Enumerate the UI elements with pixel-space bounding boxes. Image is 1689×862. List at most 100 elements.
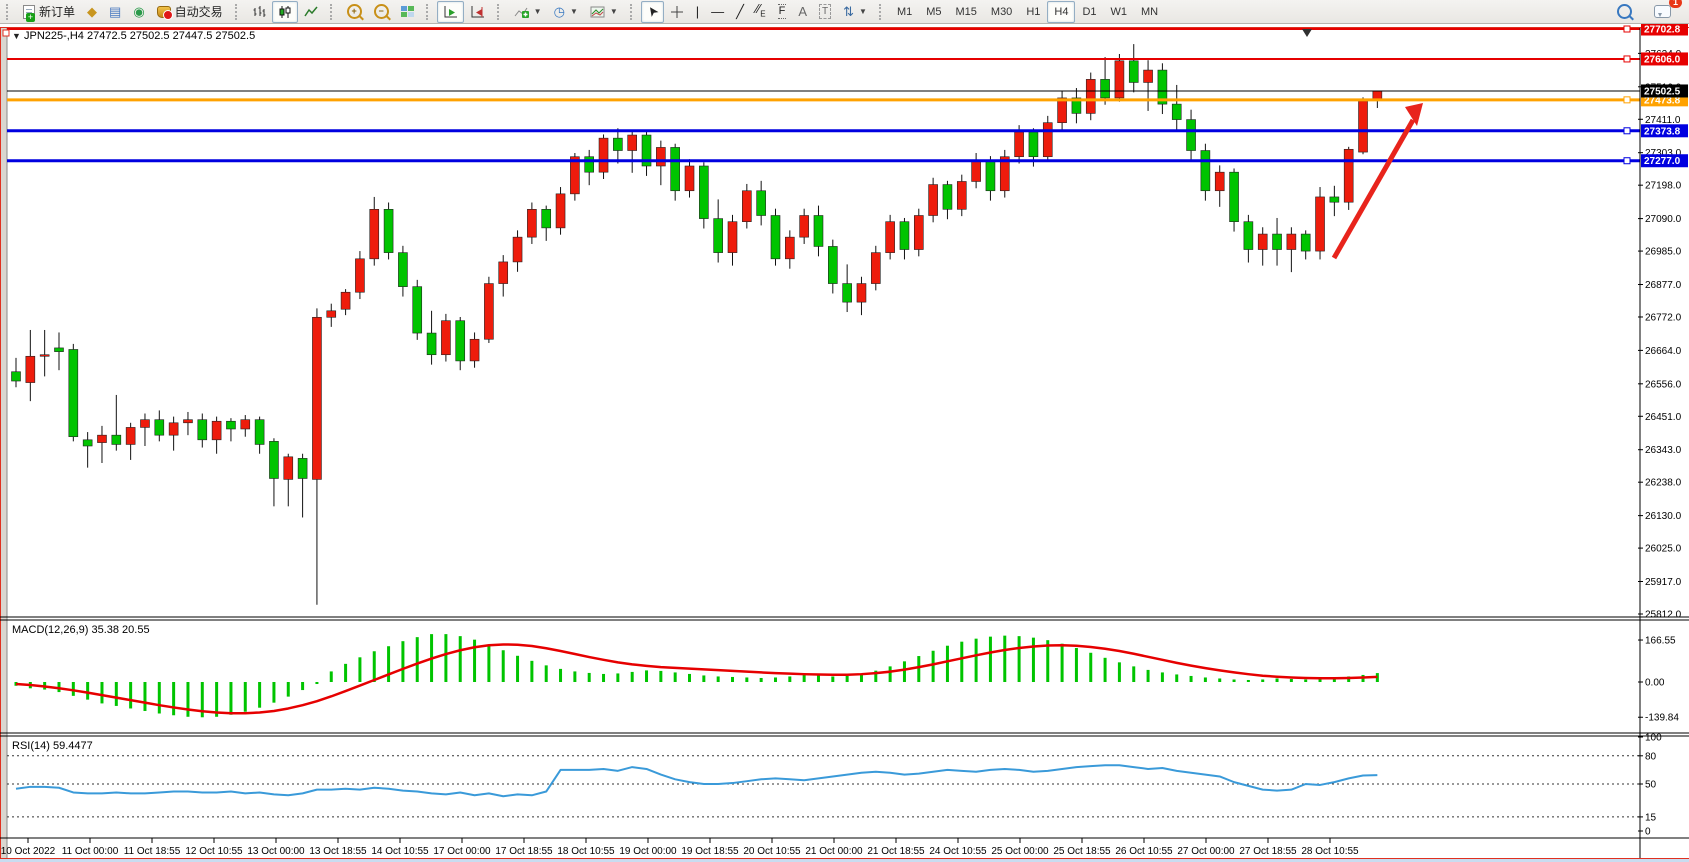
timeframe-MN[interactable]: MN <box>1141 5 1159 18</box>
trend-arrow[interactable] <box>1331 118 1416 260</box>
market-watch-button[interactable]: ◆ <box>81 1 103 23</box>
timeframe-W1[interactable]: W1 <box>1110 5 1128 18</box>
arrows-button[interactable]: ⇅ ▼ <box>837 1 873 23</box>
time-axis-label[interactable]: 17 Oct 18:55 <box>495 846 553 857</box>
time-axis-label[interactable]: 24 Oct 10:55 <box>929 846 987 857</box>
signals-button[interactable]: ◉ <box>127 1 150 23</box>
candle <box>813 215 824 247</box>
candle <box>699 165 709 219</box>
toolbar-grip[interactable] <box>629 3 637 20</box>
time-axis-label[interactable]: 18 Oct 10:55 <box>557 846 615 857</box>
chart-shift-marker[interactable] <box>1302 29 1312 37</box>
trend-arrow-head[interactable] <box>1405 103 1423 126</box>
candle <box>656 147 666 167</box>
time-axis-label[interactable]: 25 Oct 18:55 <box>1053 846 1111 857</box>
cursor-icon: ➤ <box>642 2 662 21</box>
toolbar-grip[interactable] <box>329 3 337 20</box>
time-axis-label[interactable]: 21 Oct 00:00 <box>805 846 863 857</box>
chart-shift-button[interactable] <box>464 1 491 23</box>
title-collapse-icon[interactable]: ▼ <box>12 31 21 41</box>
cursor-button[interactable]: ➤ <box>640 0 664 23</box>
toolbar-grip[interactable] <box>234 3 242 20</box>
templates-button[interactable]: ▼ <box>584 1 624 23</box>
time-axis-label[interactable]: 17 Oct 00:00 <box>433 846 491 857</box>
timeframe-M30[interactable]: M30 <box>990 5 1013 18</box>
chart-area[interactable]: ▼ JPN225-,H4 27472.5 27502.5 27447.5 2750… <box>0 24 1689 862</box>
price-line-label <box>1641 154 1688 168</box>
time-axis-label[interactable]: 11 Oct 00:00 <box>62 846 119 857</box>
price-tick-label: 27090.0 <box>1645 214 1682 225</box>
candle <box>1100 79 1110 99</box>
toolbar-grip[interactable] <box>6 3 13 20</box>
timeframe-D1[interactable]: D1 <box>1082 5 1097 18</box>
search-button[interactable] <box>1611 1 1638 23</box>
price-line-handle[interactable] <box>1623 25 1631 33</box>
candle <box>340 291 351 310</box>
toolbar-grip[interactable] <box>496 3 504 20</box>
price-tick-label: 26556.0 <box>1645 379 1682 390</box>
tile-windows-button[interactable] <box>395 1 420 23</box>
candle <box>555 193 566 229</box>
timeframe-M5[interactable]: M5 <box>926 5 942 18</box>
time-axis-label[interactable]: 26 Oct 10:55 <box>1115 846 1173 857</box>
zoom-in-button[interactable]: + <box>341 1 368 23</box>
candle <box>1329 196 1340 203</box>
chat-icon <box>1654 5 1671 18</box>
time-axis-label[interactable]: 25 Oct 00:00 <box>991 846 1049 857</box>
price-line-handle[interactable] <box>1623 96 1631 104</box>
horizontal-line-button[interactable]: — <box>705 1 730 23</box>
candle <box>312 316 322 480</box>
candle <box>870 252 881 284</box>
bar-chart-button[interactable] <box>246 1 272 23</box>
data-window-button[interactable]: ▤ <box>103 1 127 23</box>
text-button[interactable]: A <box>792 1 813 23</box>
crosshair-button[interactable] <box>664 1 690 23</box>
channel-button[interactable]: ∕∕E <box>750 1 772 23</box>
timeframe-M15[interactable]: M15 <box>955 5 977 18</box>
crosshair-icon <box>670 5 683 18</box>
candle <box>82 439 93 447</box>
price-line-label-text: 27277.0 <box>1644 156 1681 167</box>
indicators-button[interactable]: ▼ <box>508 1 548 23</box>
line-chart-button[interactable] <box>298 1 324 23</box>
time-axis-label[interactable]: 21 Oct 18:55 <box>867 846 925 857</box>
autotrading-button[interactable]: 自动交易 <box>151 1 229 23</box>
price-line-handle[interactable] <box>1623 157 1631 165</box>
time-axis-label[interactable]: 27 Oct 00:00 <box>1177 846 1235 857</box>
time-axis-label[interactable]: 19 Oct 00:00 <box>619 846 677 857</box>
timeframe-M1[interactable]: M1 <box>896 5 913 18</box>
trendline-button[interactable]: ╱ <box>730 1 750 23</box>
time-axis-label[interactable]: 27 Oct 18:55 <box>1239 846 1297 857</box>
timeframe-H1[interactable]: H1 <box>1026 5 1041 18</box>
chat-button[interactable]: 1 <box>1648 0 1682 23</box>
time-axis-label[interactable]: 20 Oct 10:55 <box>743 846 801 857</box>
price-line-handle[interactable] <box>1623 55 1631 63</box>
chart-shift-icon <box>471 5 484 17</box>
time-axis-label[interactable]: 13 Oct 18:55 <box>309 846 367 857</box>
candle <box>1214 171 1225 192</box>
time-axis-label[interactable]: 12 Oct 10:55 <box>185 846 243 857</box>
candle <box>168 422 179 436</box>
time-axis-label[interactable]: 28 Oct 10:55 <box>1301 846 1359 857</box>
timeframe-group: M1 M5 M15 M30 H1 H4 D1 W1 MN <box>890 0 1165 23</box>
zoom-out-button[interactable]: − <box>368 1 395 23</box>
time-axis-label[interactable]: 14 Oct 10:55 <box>371 846 429 857</box>
price-line-label-text: 27702.8 <box>1644 25 1681 36</box>
time-axis-label[interactable]: 11 Oct 18:55 <box>124 846 181 857</box>
periods-button[interactable]: ◷ ▼ <box>548 1 584 23</box>
indicators-icon <box>514 7 529 18</box>
time-axis-label[interactable]: 10 Oct 2022 <box>1 846 56 857</box>
new-order-button[interactable]: + 新订单 <box>17 1 81 23</box>
time-axis-label[interactable]: 13 Oct 00:00 <box>247 846 305 857</box>
candle <box>240 419 251 430</box>
vertical-line-button[interactable]: | <box>690 1 705 23</box>
price-line-handle[interactable] <box>1623 127 1631 135</box>
auto-scroll-button[interactable] <box>436 0 464 23</box>
timeframe-H4[interactable]: H4 <box>1047 0 1076 23</box>
time-axis-label[interactable]: 19 Oct 18:55 <box>681 846 739 857</box>
fibonacci-button[interactable]: F <box>772 1 793 23</box>
toolbar-grip[interactable] <box>425 3 433 20</box>
toolbar-grip[interactable] <box>878 3 886 20</box>
candlestick-chart-button[interactable] <box>271 0 298 23</box>
text-label-button[interactable]: T <box>813 1 837 23</box>
